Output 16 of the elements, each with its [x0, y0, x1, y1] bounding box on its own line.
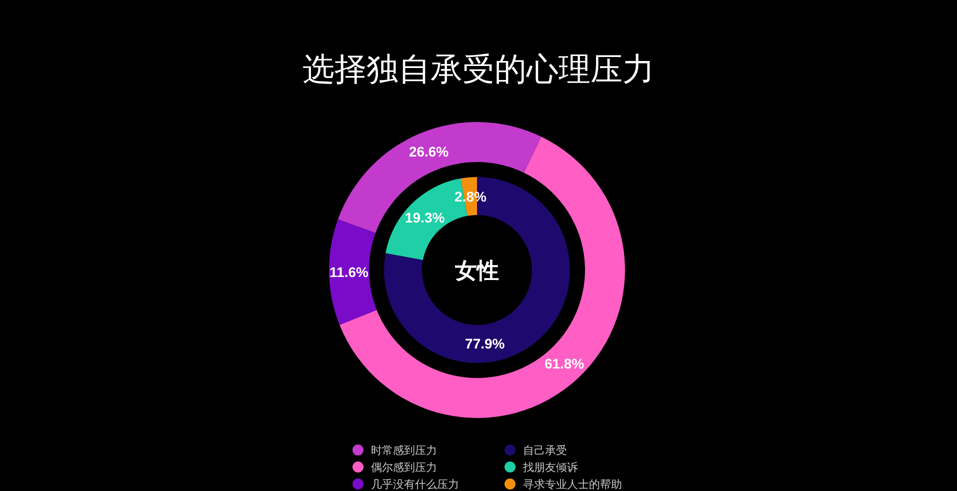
- legend-label: 找朋友倾诉: [522, 461, 578, 474]
- donut-slice: [329, 219, 377, 325]
- data-label: 2.8%: [454, 188, 487, 204]
- text: 女性: [454, 258, 499, 283]
- legend-label: 偶尔感到压力: [371, 461, 437, 474]
- chart-title: 选择独自承受的心理压力: [302, 51, 654, 87]
- data-label: 11.6%: [330, 264, 370, 280]
- data-label: 19.3%: [404, 210, 446, 226]
- donut-slice: [338, 122, 542, 234]
- legend-label: 寻求专业人士的帮助: [523, 478, 622, 491]
- legend-label: 几乎没有什么压力: [371, 478, 459, 491]
- legend-label: 时常感到压力: [371, 444, 437, 457]
- data-label: 26.6%: [408, 143, 450, 160]
- data-label: 61.8%: [544, 356, 585, 372]
- legend-label: 自己承受: [523, 444, 567, 457]
- data-label: 77.9%: [465, 336, 506, 352]
